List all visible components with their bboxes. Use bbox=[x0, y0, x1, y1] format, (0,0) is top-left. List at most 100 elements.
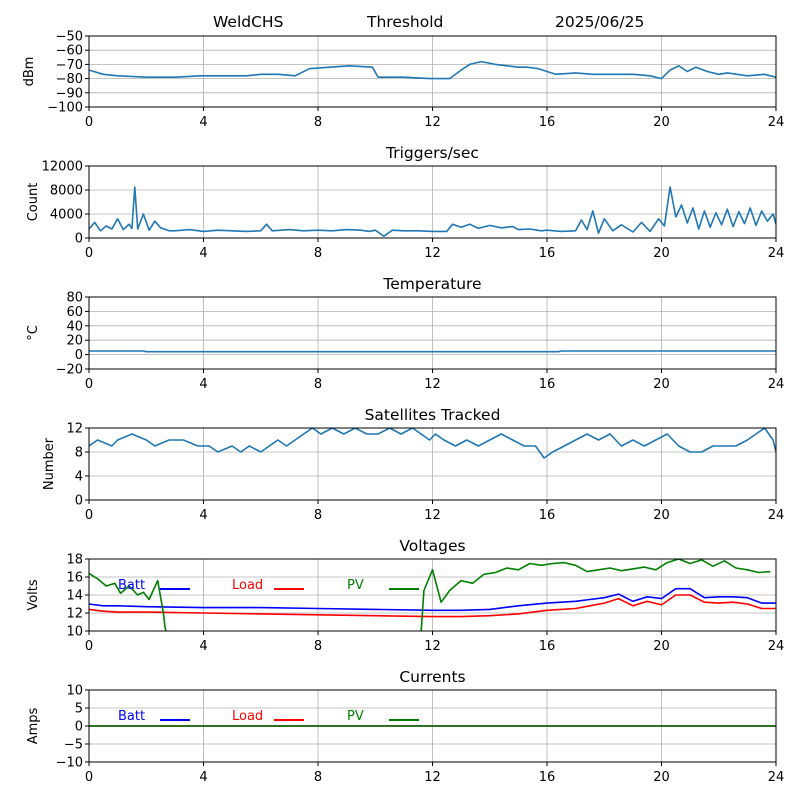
temperature-ytick-label-0: −20 bbox=[56, 363, 83, 378]
voltages-legend-label-pv: PV bbox=[347, 578, 364, 593]
temperature-ytick-label-5: 80 bbox=[66, 291, 83, 306]
triggers-ylabel: Count bbox=[26, 183, 41, 222]
satellites-series-0 bbox=[89, 428, 776, 459]
currents-xtick-label-4: 16 bbox=[539, 770, 556, 785]
voltages-ytick-label-0: 10 bbox=[66, 625, 83, 640]
currents-xtick-label-0: 0 bbox=[85, 770, 93, 785]
threshold-ytick-label-3: −70 bbox=[56, 58, 83, 73]
threshold-series-0 bbox=[89, 60, 776, 80]
triggers-xtick-label-1: 4 bbox=[199, 246, 207, 261]
voltages-xtick-label-1: 4 bbox=[199, 639, 207, 654]
threshold-xtick-label-2: 8 bbox=[314, 115, 322, 130]
temperature-ytick-label-4: 60 bbox=[66, 305, 83, 320]
threshold-ylabel: dBm bbox=[22, 57, 37, 87]
satellites-ytick-label-3: 12 bbox=[66, 422, 83, 437]
currents-ylabel: Amps bbox=[26, 707, 41, 744]
satellites-xtick-label-5: 20 bbox=[653, 508, 670, 523]
threshold-xtick-label-3: 12 bbox=[424, 115, 441, 130]
panel-threshold: 0 4 8 12 16 20 24 −100−90−80−70−60−50 dBm bbox=[22, 30, 784, 131]
threshold-ytick-label-2: −80 bbox=[56, 72, 83, 87]
threshold-xtick-label-4: 16 bbox=[539, 115, 556, 130]
header-date: 2025/06/25 bbox=[555, 13, 644, 31]
temperature-xtick-label-5: 20 bbox=[653, 377, 670, 392]
temperature-xtick-label-6: 24 bbox=[768, 377, 785, 392]
panel-triggers: 0 4 8 12 16 20 24 0 4000 8000 12000 Triggers/sec Cou… bbox=[26, 144, 784, 261]
temperature-xtick-label-0: 0 bbox=[85, 377, 93, 392]
voltages-xtick-label-0: 0 bbox=[85, 639, 93, 654]
temperature-xtick-label-3: 12 bbox=[424, 377, 441, 392]
temperature-ytick-label-1: 0 bbox=[75, 348, 83, 363]
header-mode: Threshold bbox=[366, 13, 443, 31]
satellites-xtick-label-3: 12 bbox=[424, 508, 441, 523]
satellites-ytick-label-2: 8 bbox=[75, 446, 83, 461]
threshold-ytick-label-1: −90 bbox=[56, 86, 83, 101]
triggers-title: Triggers/sec bbox=[385, 144, 479, 162]
temperature-title: Temperature bbox=[382, 275, 481, 293]
satellites-xtick-label-1: 4 bbox=[199, 508, 207, 523]
currents-title: Currents bbox=[399, 668, 465, 686]
voltages-ylabel: Volts bbox=[26, 579, 41, 611]
voltages-title: Voltages bbox=[399, 537, 465, 555]
triggers-ytick-label-2: 8000 bbox=[50, 184, 83, 199]
voltages-legend-label-batt: Batt bbox=[118, 578, 145, 593]
panel-satellites: 0 4 8 12 16 20 24 0 4 8 12 Satellites Tracked Number bbox=[42, 406, 784, 523]
threshold-ytick-label-4: −60 bbox=[56, 44, 83, 59]
triggers-xtick-label-0: 0 bbox=[85, 246, 93, 261]
temperature-xtick-label-1: 4 bbox=[199, 377, 207, 392]
currents-ytick-label-4: 10 bbox=[66, 684, 83, 699]
temperature-xtick-label-4: 16 bbox=[539, 377, 556, 392]
currents-ytick-label-0: −10 bbox=[56, 756, 83, 771]
satellites-title: Satellites Tracked bbox=[365, 406, 501, 424]
temperature-ytick-label-2: 20 bbox=[66, 334, 83, 349]
triggers-xtick-label-3: 12 bbox=[424, 246, 441, 261]
currents-legend-label-load: Load bbox=[232, 709, 263, 724]
triggers-series-0 bbox=[89, 186, 776, 237]
voltages-xtick-label-2: 8 bbox=[314, 639, 322, 654]
voltages-xtick-label-4: 16 bbox=[539, 639, 556, 654]
threshold-xtick-label-1: 4 bbox=[199, 115, 207, 130]
panel-currents: 0 4 8 12 16 20 24 −10 −5 0 5 10 Currents Amps Batt Load… bbox=[26, 668, 784, 785]
satellites-xtick-label-2: 8 bbox=[314, 508, 322, 523]
satellites-ytick-label-1: 4 bbox=[75, 470, 83, 485]
currents-xtick-label-2: 8 bbox=[314, 770, 322, 785]
triggers-xtick-label-2: 8 bbox=[314, 246, 322, 261]
voltages-ytick-label-3: 16 bbox=[66, 571, 83, 586]
threshold-xtick-label-5: 20 bbox=[653, 115, 670, 130]
currents-ytick-label-1: −5 bbox=[64, 738, 83, 753]
voltages-xtick-label-3: 12 bbox=[424, 639, 441, 654]
satellites-xtick-label-0: 0 bbox=[85, 508, 93, 523]
currents-legend-label-batt: Batt bbox=[118, 709, 145, 724]
voltages-ytick-label-2: 14 bbox=[66, 589, 83, 604]
satellites-xtick-label-4: 16 bbox=[539, 508, 556, 523]
currents-xtick-label-6: 24 bbox=[768, 770, 785, 785]
currents-ytick-label-3: 5 bbox=[75, 702, 83, 717]
voltages-xtick-label-6: 24 bbox=[768, 639, 785, 654]
currents-xtick-label-5: 20 bbox=[653, 770, 670, 785]
triggers-xtick-label-4: 16 bbox=[539, 246, 556, 261]
header-station: WeldCHS bbox=[213, 13, 283, 31]
threshold-ytick-label-0: −100 bbox=[47, 101, 83, 116]
temperature-series-0 bbox=[89, 350, 776, 353]
satellites-xtick-label-6: 24 bbox=[768, 508, 785, 523]
threshold-xtick-label-6: 24 bbox=[768, 115, 785, 130]
temperature-ytick-label-3: 40 bbox=[66, 319, 83, 334]
panel-voltages: 0 4 8 12 16 20 24 10 12 14 16 18 Voltages Volts Batt Lo… bbox=[26, 537, 784, 654]
threshold-ytick-label-5: −50 bbox=[56, 30, 83, 45]
voltages-legend-label-load: Load bbox=[232, 578, 263, 593]
temperature-ylabel: °C bbox=[26, 325, 41, 341]
voltages-xtick-label-5: 20 bbox=[653, 639, 670, 654]
voltages-series-pv bbox=[89, 559, 771, 631]
triggers-ytick-label-0: 0 bbox=[75, 232, 83, 247]
satellites-ytick-label-0: 0 bbox=[75, 494, 83, 509]
triggers-xtick-label-6: 24 bbox=[768, 246, 785, 261]
currents-legend-label-pv: PV bbox=[347, 709, 364, 724]
triggers-ytick-label-1: 4000 bbox=[50, 208, 83, 223]
threshold-xtick-label-0: 0 bbox=[85, 115, 93, 130]
currents-ytick-label-2: 0 bbox=[75, 720, 83, 735]
satellites-ylabel: Number bbox=[42, 437, 57, 490]
voltages-ytick-label-4: 18 bbox=[66, 553, 83, 568]
triggers-ytick-label-3: 12000 bbox=[42, 160, 83, 175]
